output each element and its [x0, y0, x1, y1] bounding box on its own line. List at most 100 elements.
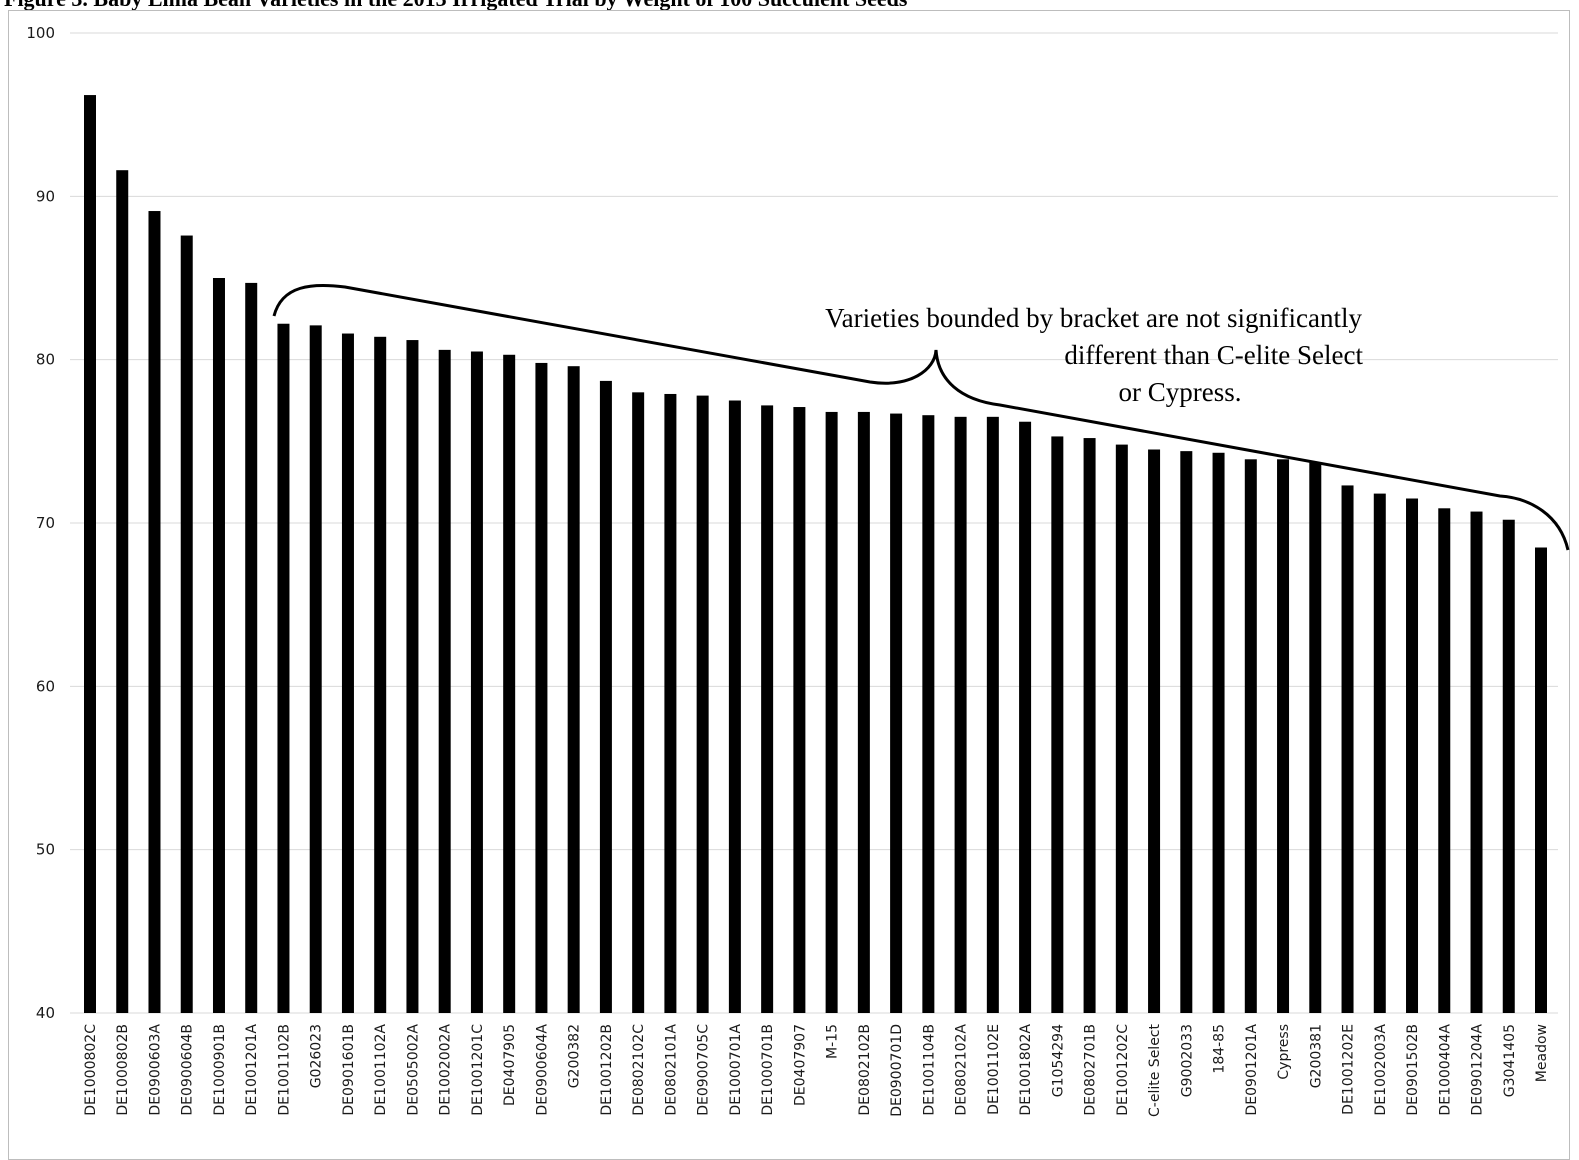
bar-de0901201a [1244, 459, 1257, 1013]
bar-de0802101a [664, 393, 677, 1013]
x-category-label: G200381 [1308, 1024, 1324, 1088]
x-category-label: DE1002002A [438, 1024, 454, 1116]
x-category-label: DE1001201C [470, 1024, 486, 1116]
y-tick-label: 40 [36, 1004, 55, 1022]
bar-m-15 [825, 411, 838, 1013]
bracket-note-line-3: or Cypress. [1119, 377, 1242, 407]
x-category-label: DE0505002A [405, 1024, 421, 1116]
bar-g1054294 [1051, 436, 1064, 1013]
bar-de1002002a [438, 349, 451, 1013]
bar-de1000701a [728, 400, 741, 1013]
x-category-label: DE1001202B [599, 1024, 615, 1116]
bar-de1000404a [1438, 508, 1451, 1013]
x-category-label: DE0900705C [696, 1024, 712, 1116]
bar-de0901204a [1470, 511, 1483, 1013]
x-category-label: DE0407907 [792, 1024, 808, 1106]
bar-de1001102b [277, 323, 290, 1013]
x-category-label: DE0901502B [1405, 1024, 1421, 1116]
x-category-label: Cypress [1276, 1024, 1292, 1080]
x-category-label: G3041405 [1502, 1024, 1518, 1097]
bar-meadow [1535, 547, 1547, 1013]
bar-de0407905 [503, 354, 516, 1013]
bar-g200381 [1309, 462, 1322, 1014]
bar-de0901601b [341, 333, 354, 1013]
bar-de1001202b [599, 380, 612, 1013]
y-tick-label: 50 [36, 841, 55, 859]
x-category-label: G200382 [567, 1024, 583, 1088]
x-category-label: DE1001102A [373, 1024, 389, 1116]
y-tick-label: 100 [26, 24, 55, 42]
x-category-label: DE1001104B [921, 1024, 937, 1116]
bars [84, 95, 1547, 1014]
bar-de0900701d [890, 413, 903, 1014]
y-axis-ticks: 40 50 60 70 80 90 100 [26, 24, 55, 1022]
y-tick-label: 70 [36, 514, 55, 532]
bar-de1000901b [212, 278, 225, 1013]
x-category-label: DE0802102C [631, 1024, 647, 1116]
figure-title: Figure 3. Baby Lima Bean Varieties in th… [4, 0, 907, 12]
x-category-label: DE1000802B [115, 1024, 131, 1116]
bar-de0802701b [1083, 438, 1096, 1014]
bar-de0900603a [148, 211, 161, 1014]
x-category-label: G9002033 [1179, 1024, 1195, 1097]
x-category-label: DE0900701D [889, 1024, 905, 1117]
x-category-label: DE1000701A [728, 1024, 744, 1116]
bar-de1001102e [986, 416, 999, 1013]
y-tick-label: 90 [36, 187, 55, 205]
x-category-label: DE1001202E [1341, 1024, 1357, 1115]
bar-de1000802b [116, 170, 129, 1013]
bar-de1001202e [1341, 485, 1354, 1013]
x-category-label: DE0901601B [341, 1024, 357, 1116]
bar-de0802102c [632, 392, 645, 1013]
bar-de1001104b [922, 415, 935, 1013]
x-category-label: DE1002003A [1373, 1024, 1389, 1116]
x-category-label: DE1001201A [244, 1024, 260, 1116]
x-category-label: Meadow [1534, 1024, 1550, 1082]
x-category-label: DE1001202C [1115, 1024, 1131, 1116]
bar-de1001802a [1019, 421, 1032, 1013]
bar-g3041405 [1502, 519, 1515, 1013]
x-category-label: DE0802102A [954, 1024, 970, 1116]
bar-de0802102b [857, 411, 870, 1013]
bar-g200382 [567, 366, 580, 1013]
bar-de1001102a [374, 336, 387, 1013]
bar-g026023 [309, 325, 322, 1013]
bar-de1001201c [470, 351, 483, 1013]
bar-de1001201a [245, 282, 258, 1013]
x-category-label: DE0802101A [663, 1024, 679, 1116]
x-category-label: DE1000701B [760, 1024, 776, 1116]
bar-de1002003a [1373, 493, 1386, 1014]
grid-lines [70, 32, 1558, 1014]
bar-184-85 [1212, 452, 1225, 1013]
bar-de0802102a [954, 416, 967, 1013]
significance-bracket [272, 284, 1570, 551]
bar-de1001202c [1115, 444, 1128, 1014]
x-category-label: DE1001802A [1018, 1024, 1034, 1116]
x-category-label: DE1001102B [276, 1024, 292, 1116]
x-category-label: DE1000901B [212, 1024, 228, 1116]
x-category-label: DE0802701B [1083, 1024, 1099, 1116]
y-tick-label: 60 [36, 677, 55, 695]
x-axis-labels: DE1000802C DE1000802B DE0900603A DE0900604B… [83, 1023, 1550, 1116]
x-category-label: DE1000404A [1437, 1024, 1453, 1116]
bar-de1000701b [761, 405, 774, 1013]
bar-de0900604b [180, 235, 193, 1014]
x-category-label: 184-85 [1212, 1024, 1228, 1074]
bar-de0900705c [696, 395, 709, 1014]
x-category-label: C-elite Select [1147, 1023, 1163, 1116]
bar-cypress [1277, 459, 1290, 1013]
bar-de0407907 [793, 407, 806, 1013]
x-category-label: DE0802102B [857, 1024, 873, 1116]
y-tick-label: 80 [36, 351, 55, 369]
bar-g9002033 [1180, 451, 1193, 1014]
bar-de0900604a [535, 362, 548, 1013]
x-category-label: DE1000802C [83, 1024, 99, 1116]
bar-de0901502b [1406, 498, 1419, 1013]
bracket-note-line-2: different than C-elite Select [1064, 340, 1363, 370]
bar-de0505002a [406, 340, 419, 1014]
x-category-label: DE0900604A [534, 1024, 550, 1116]
bar-c-elite-select [1148, 449, 1161, 1013]
x-category-label: DE1001102E [986, 1024, 1002, 1115]
x-category-label: DE0900604B [180, 1024, 196, 1116]
